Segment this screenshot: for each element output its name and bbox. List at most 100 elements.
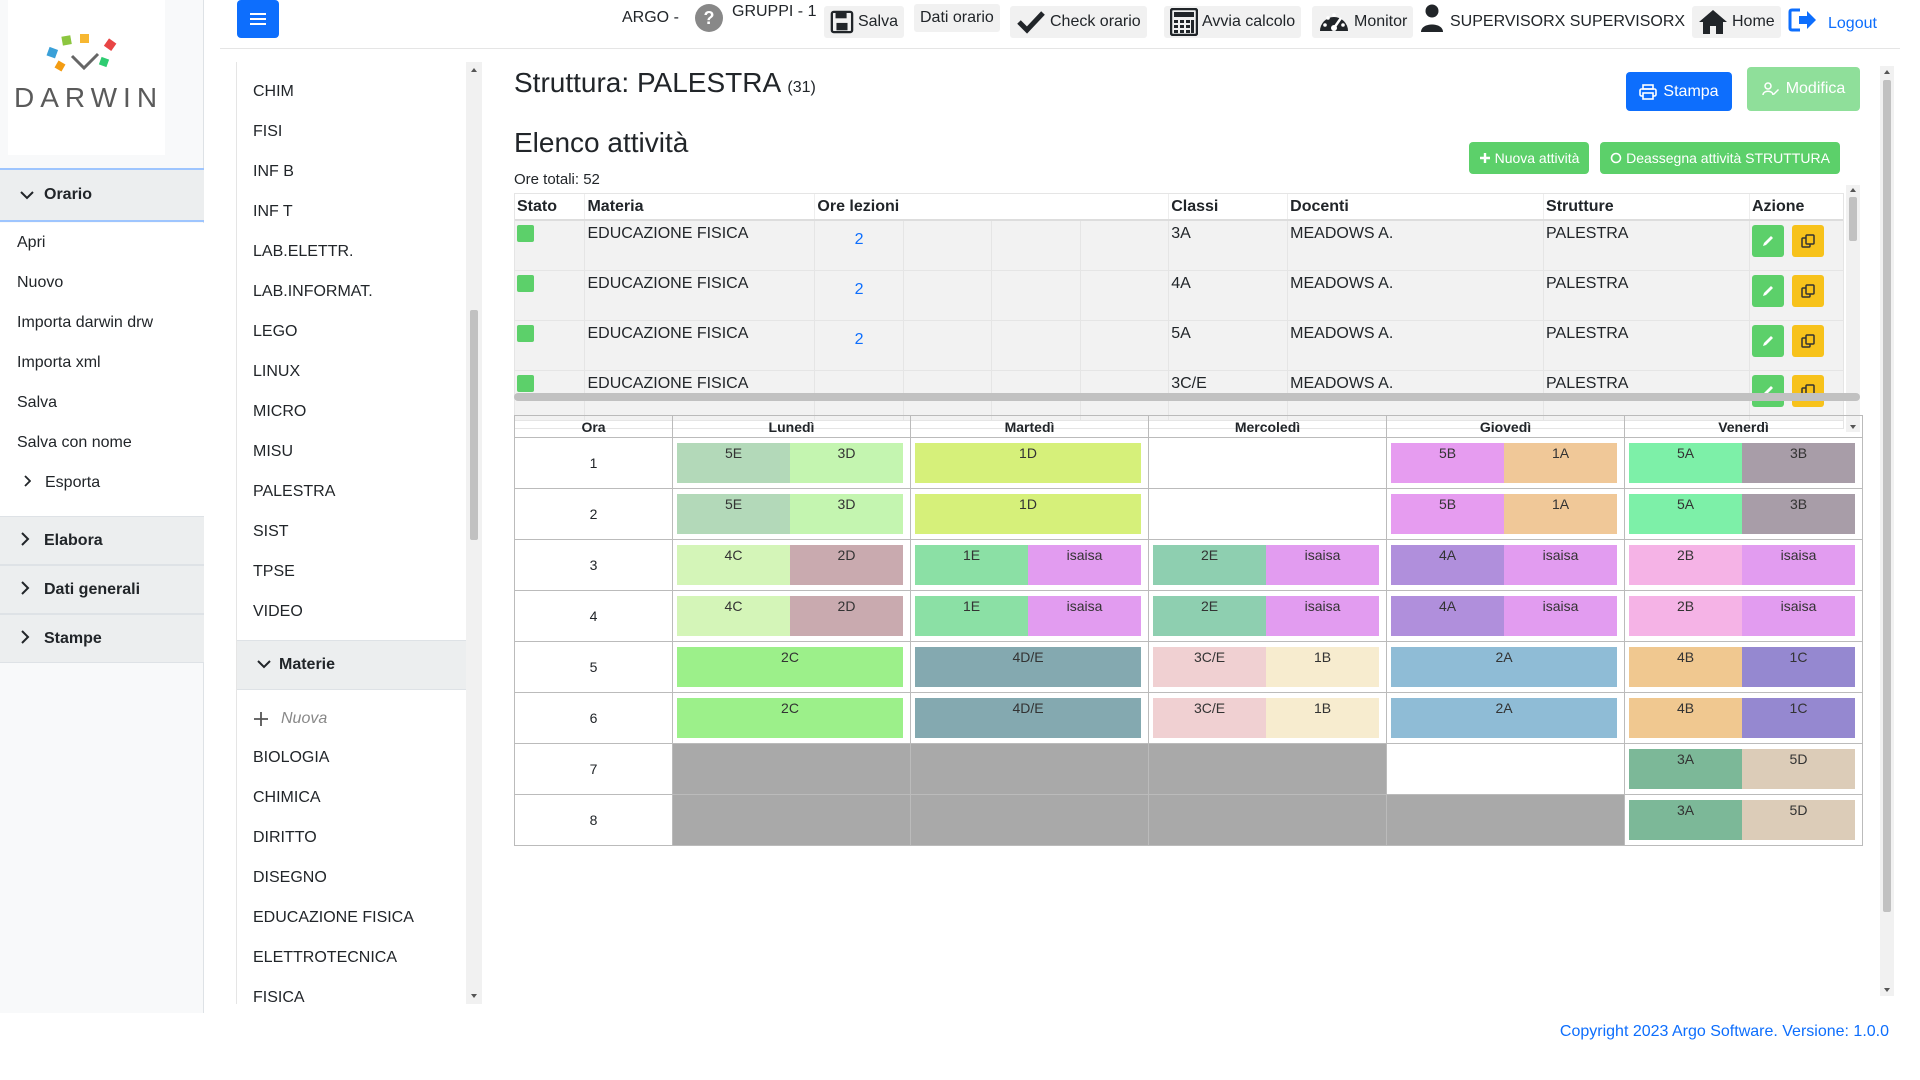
schedule-slot[interactable]: 3A 5D — [1624, 794, 1863, 846]
schedule-slot[interactable]: 2A — [1386, 641, 1625, 693]
class-block[interactable]: 1B — [1266, 698, 1379, 738]
class-block[interactable]: isaisa — [1742, 596, 1855, 636]
salva-button[interactable]: Salva — [824, 6, 904, 38]
class-block[interactable]: 5B — [1391, 443, 1504, 483]
edit-button[interactable] — [1751, 274, 1784, 307]
copy-button[interactable] — [1791, 225, 1824, 257]
schedule-slot[interactable]: 4A isaisa — [1386, 590, 1625, 642]
menu-item-esporta[interactable]: Esporta — [0, 463, 204, 503]
schedule-slot[interactable]: 5B 1A — [1386, 488, 1625, 540]
copy-button[interactable] — [1791, 274, 1824, 307]
class-block[interactable]: 4B — [1629, 698, 1742, 738]
schedule-slot[interactable]: 3C/E 1B — [1148, 692, 1387, 744]
schedule-slot[interactable]: 2B isaisa — [1624, 539, 1863, 591]
unavailable-slot[interactable] — [910, 743, 1149, 795]
class-block[interactable]: isaisa — [1028, 596, 1141, 636]
struttura-item[interactable]: MISU — [253, 443, 293, 460]
class-block[interactable]: 5D — [1742, 749, 1855, 789]
struttura-item[interactable]: CHIM — [253, 83, 294, 100]
menu-item-nuovo[interactable]: Nuovo — [17, 274, 64, 291]
schedule-slot[interactable]: 4A isaisa — [1386, 539, 1625, 591]
copy-button[interactable] — [1791, 374, 1824, 407]
ore-link[interactable]: 2 — [854, 280, 864, 298]
menu-item-importa-darwin[interactable]: Importa darwin drw — [17, 314, 154, 331]
struttura-item[interactable]: INF B — [253, 163, 294, 180]
deassegna-button[interactable]: Deassegna attività STRUTTURA — [1600, 142, 1840, 174]
copy-button[interactable] — [1791, 324, 1824, 357]
class-block[interactable]: 2D — [790, 596, 903, 636]
class-block[interactable]: 3D — [790, 443, 903, 483]
class-block[interactable]: 3A — [1629, 749, 1742, 789]
schedule-slot[interactable]: 1D — [910, 437, 1149, 489]
struttura-item[interactable]: LAB.ELETTR. — [253, 243, 354, 260]
class-block[interactable]: 1E — [915, 596, 1028, 636]
class-block[interactable]: 4B — [1629, 647, 1742, 687]
logout-button[interactable]: Logout — [1788, 4, 1877, 36]
gruppi-button[interactable]: ? GRUPPI - 1 — [694, 2, 816, 34]
scrollbar-thumb[interactable] — [470, 310, 478, 540]
user-menu[interactable]: SUPERVISORX SUPERVISORX — [1420, 2, 1685, 34]
class-block[interactable]: 4D/E — [915, 698, 1141, 738]
menu-item-salva[interactable]: Salva — [17, 394, 58, 411]
class-block[interactable]: isaisa — [1266, 596, 1379, 636]
scrollbar-thumb[interactable] — [1849, 197, 1857, 241]
schedule-slot[interactable] — [1386, 743, 1625, 795]
class-block[interactable]: 4A — [1391, 545, 1504, 585]
schedule-slot[interactable]: 4B 1C — [1624, 641, 1863, 693]
schedule-slot[interactable]: 2C — [672, 692, 911, 744]
schedule-slot[interactable]: 5E 3D — [672, 488, 911, 540]
class-block[interactable]: 4D/E — [915, 647, 1141, 687]
schedule-slot[interactable]: 2E isaisa — [1148, 539, 1387, 591]
schedule-slot[interactable]: 4C 2D — [672, 539, 911, 591]
class-block[interactable]: 1E — [915, 545, 1028, 585]
class-block[interactable]: 2B — [1629, 545, 1742, 585]
schedule-slot[interactable]: 4D/E — [910, 692, 1149, 744]
menu-item-importa-xml[interactable]: Importa xml — [17, 354, 101, 371]
modifica-button[interactable]: Modifica — [1747, 67, 1860, 111]
class-block[interactable]: 3C/E — [1153, 698, 1266, 738]
struttura-item[interactable]: TPSE — [253, 563, 295, 580]
materia-item[interactable]: CHIMICA — [253, 789, 321, 806]
schedule-slot[interactable]: 4B 1C — [1624, 692, 1863, 744]
edit-button[interactable] — [1751, 374, 1784, 407]
check-orario-button[interactable]: Check orario — [1010, 6, 1147, 38]
class-block[interactable]: 2A — [1391, 647, 1617, 687]
schedule-slot[interactable]: 1E isaisa — [910, 590, 1149, 642]
class-block[interactable]: 2D — [790, 545, 903, 585]
menu-item-apri[interactable]: Apri — [17, 234, 46, 251]
schedule-slot[interactable]: 2B isaisa — [1624, 590, 1863, 642]
schedule-slot[interactable] — [1148, 437, 1387, 489]
unavailable-slot[interactable] — [672, 794, 911, 846]
class-block[interactable]: 5E — [677, 494, 790, 534]
materie-section-header[interactable]: Materie — [237, 640, 466, 690]
struttura-item[interactable]: SIST — [253, 523, 289, 540]
materia-item[interactable]: EDUCAZIONE FISICA — [253, 909, 414, 926]
struttura-item[interactable]: PALESTRA — [253, 483, 336, 500]
class-block[interactable]: 1C — [1742, 647, 1855, 687]
class-block[interactable]: 5B — [1391, 494, 1504, 534]
struttura-item[interactable]: LINUX — [253, 363, 301, 380]
struttura-item[interactable]: LAB.INFORMAT. — [253, 283, 373, 300]
avvia-calcolo-button[interactable]: Avvia calcolo — [1164, 6, 1302, 38]
class-block[interactable]: 2A — [1391, 698, 1617, 738]
horizontal-scrollbar[interactable] — [514, 393, 1860, 401]
scrollbar-thumb[interactable] — [1883, 80, 1891, 912]
struttura-item[interactable]: MICRO — [253, 403, 307, 420]
materia-item[interactable]: BIOLOGIA — [253, 749, 330, 766]
ore-link[interactable]: 2 — [854, 330, 864, 348]
ore-link[interactable] — [817, 375, 900, 381]
class-block[interactable]: 1D — [915, 494, 1141, 534]
schedule-slot[interactable] — [1148, 488, 1387, 540]
class-block[interactable]: 5A — [1629, 494, 1742, 534]
home-button[interactable]: Home — [1692, 6, 1781, 38]
dati-orario-button[interactable]: Dati orario — [914, 4, 1000, 32]
unavailable-slot[interactable] — [1148, 743, 1387, 795]
sidebar-section-dati-generali[interactable]: Dati generali — [0, 565, 204, 614]
class-block[interactable]: 4A — [1391, 596, 1504, 636]
class-block[interactable]: 2C — [677, 698, 903, 738]
unavailable-slot[interactable] — [1386, 794, 1625, 846]
class-block[interactable]: 2B — [1629, 596, 1742, 636]
class-block[interactable]: 4C — [677, 545, 790, 585]
struttura-item[interactable]: FISI — [253, 123, 283, 140]
class-block[interactable]: 3D — [790, 494, 903, 534]
